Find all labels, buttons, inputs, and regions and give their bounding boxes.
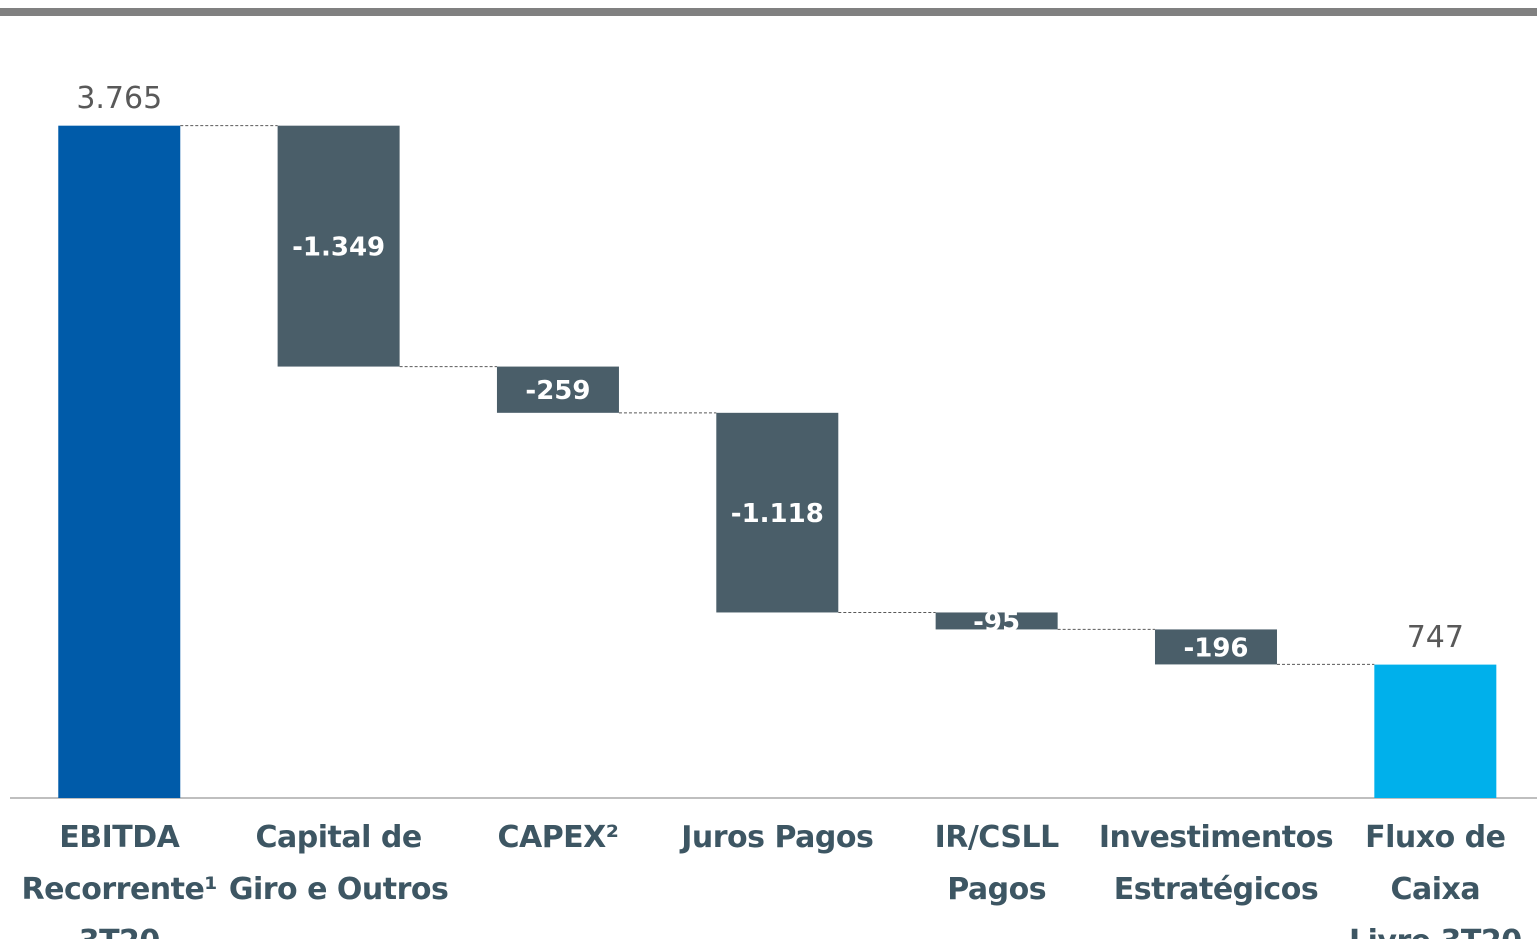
x-tick-label: Investimentos Estratégicos xyxy=(1098,820,1334,907)
bar xyxy=(496,366,619,413)
x-tick-label: EBITDA Recorrente¹ 3T20 xyxy=(21,820,218,939)
bar xyxy=(1374,664,1497,798)
bar xyxy=(935,612,1058,630)
x-tick-label: Capital de Giro e Outros xyxy=(228,820,449,907)
x-tick-label: Juros Pagos xyxy=(681,820,874,855)
data-label: -259 xyxy=(525,376,590,406)
bar xyxy=(716,412,839,613)
header-bar xyxy=(0,8,1537,16)
x-tick-label: Fluxo de Caixa Livre 3T20 xyxy=(1349,820,1522,939)
data-label: -196 xyxy=(1183,633,1248,663)
bar xyxy=(1154,629,1277,665)
x-tick-label: CAPEX² xyxy=(497,820,619,855)
data-label: -95 xyxy=(973,607,1020,637)
data-label: 747 xyxy=(1407,620,1464,655)
bar xyxy=(277,125,400,367)
data-label: -1.349 xyxy=(292,233,385,263)
bar xyxy=(58,125,181,798)
data-label: 3.765 xyxy=(76,81,162,116)
data-label: -1.118 xyxy=(731,499,824,529)
x-tick-label: IR/CSLL Pagos xyxy=(934,820,1060,907)
